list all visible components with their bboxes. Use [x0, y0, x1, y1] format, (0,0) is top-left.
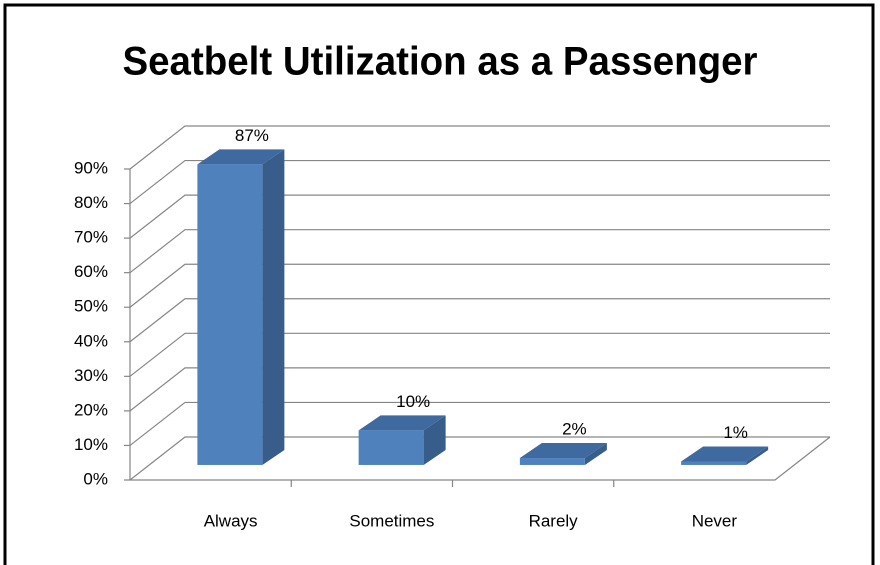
- x-tick-label: Always: [204, 511, 258, 530]
- bar: [358, 430, 424, 465]
- bar-side: [746, 446, 769, 465]
- value-label: 2%: [562, 420, 587, 439]
- y-tick-label: 80%: [74, 193, 108, 212]
- value-label: 10%: [396, 392, 430, 411]
- y-tick-label: 70%: [74, 228, 108, 247]
- grid-line: [129, 332, 830, 377]
- bar-top: [681, 446, 769, 462]
- bar-top: [519, 443, 607, 459]
- frame: [3, 3, 875, 565]
- y-tick-label: 40%: [74, 331, 108, 350]
- y-tick-label: 20%: [74, 400, 108, 419]
- y-tick-label: 0%: [83, 469, 108, 488]
- x-tick-label: Never: [692, 511, 738, 530]
- grid-line: [129, 298, 830, 343]
- floor: [130, 436, 831, 481]
- grid-line: [129, 194, 830, 239]
- value-label: 87%: [235, 126, 269, 145]
- y-tick-label: 30%: [74, 366, 108, 385]
- bar: [681, 461, 747, 465]
- x-tick-label: Sometimes: [349, 511, 434, 530]
- grid-line: [129, 367, 830, 412]
- grid-line: [129, 229, 830, 274]
- bar-side: [262, 149, 285, 465]
- bar-side: [423, 415, 446, 465]
- bar-side: [584, 443, 607, 465]
- x-tick-label: Rarely: [529, 511, 579, 530]
- y-tick-label: 90%: [74, 158, 108, 177]
- bar-top: [197, 149, 285, 165]
- grid-line: [129, 401, 830, 446]
- grid-line: [129, 159, 830, 205]
- bar: [519, 458, 585, 465]
- bar: [197, 164, 263, 465]
- chart-title: Seatbelt Utilization as a Passenger: [123, 40, 758, 84]
- grid-line: [129, 263, 830, 308]
- grid-line: [129, 125, 830, 170]
- y-tick-label: 10%: [74, 435, 108, 454]
- value-label: 1%: [723, 423, 748, 442]
- y-tick-label: 50%: [74, 297, 108, 316]
- grid-line: [129, 436, 830, 481]
- bar-top: [358, 415, 446, 431]
- y-tick-label: 60%: [74, 262, 108, 281]
